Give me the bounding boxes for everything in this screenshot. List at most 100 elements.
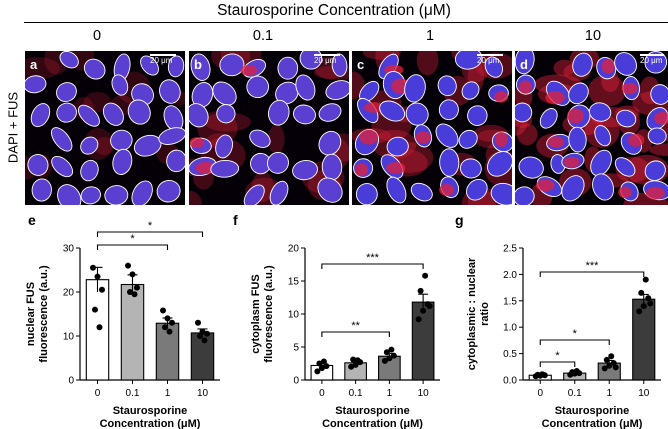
nucleus — [561, 175, 585, 202]
nucleus — [57, 184, 82, 205]
data-point — [125, 262, 131, 269]
nucleus — [594, 125, 612, 147]
panel-letter-b: b — [194, 57, 202, 72]
fus-cytoplasm — [545, 91, 565, 105]
bar — [85, 279, 110, 381]
nucleus — [466, 178, 488, 201]
significance-bracket — [539, 271, 645, 277]
bar — [120, 283, 145, 381]
y-tick-label: 0 — [293, 376, 299, 387]
y-tick-label: 2.0 — [503, 270, 517, 281]
y-tick-label: 0.0 — [503, 376, 517, 387]
data-point — [640, 303, 647, 310]
nucleus — [112, 148, 133, 175]
data-point — [199, 328, 206, 335]
nucleus — [127, 99, 151, 125]
nucleus — [27, 154, 49, 176]
significance-bracket — [321, 263, 424, 269]
nucleus — [166, 149, 185, 173]
data-point — [606, 362, 613, 369]
y-axis-label: nuclear FUSfluorescence (a.u.) — [25, 265, 50, 363]
y-axis-label: cytoplasmic : nuclearratio — [466, 257, 491, 370]
nucleus — [460, 158, 482, 179]
y-axis-label: cytoplasm FUSfluorescence (a.u.) — [250, 265, 275, 363]
data-point — [386, 355, 393, 362]
significance-bracket — [539, 339, 610, 345]
y-tick-label: 0 — [68, 376, 74, 387]
x-tick-label: 0.1 — [568, 388, 582, 399]
nucleus — [386, 136, 409, 157]
chart-nuclear-fus: 0 10 20 30 nuclear FUSfluorescence (a.u.) 0 0.… — [25, 220, 220, 429]
nucleus — [379, 100, 406, 122]
nucleus — [268, 99, 290, 126]
fus-cytoplasm — [601, 58, 615, 74]
scale-label-a: 20 μm — [150, 56, 173, 65]
fus-cytoplasm — [189, 137, 205, 148]
nucleus — [293, 104, 316, 125]
fus-signal — [94, 136, 115, 156]
fus-cytoplasm — [494, 91, 509, 103]
nucleus — [484, 56, 503, 78]
nucleus — [249, 129, 271, 148]
panel-letter-c: c — [357, 57, 365, 72]
data-point — [383, 349, 390, 356]
concentration-label-1: 1 — [425, 28, 435, 44]
nucleus — [437, 75, 457, 97]
nucleus — [454, 51, 483, 70]
chart-letter-g: g — [455, 212, 464, 228]
data-point — [645, 295, 652, 302]
fus-cytoplasm — [645, 186, 665, 200]
micrograph-panel-a — [25, 51, 185, 205]
significance-bracket — [96, 244, 169, 250]
data-point — [534, 371, 541, 378]
nucleus — [269, 180, 289, 205]
data-point — [129, 271, 136, 278]
x-axis-label: Staurosporine Concentration (μM) — [100, 405, 201, 429]
data-point — [314, 368, 321, 375]
nucleus — [590, 149, 612, 177]
nucleus — [386, 176, 407, 204]
x-tick-label: 1 — [606, 388, 612, 399]
bar — [632, 298, 656, 381]
significance-label: *** — [586, 260, 600, 272]
panel-letter-d: d — [520, 57, 528, 72]
y-tick-label: 20 — [63, 288, 75, 299]
data-point — [99, 286, 105, 293]
nucleus — [616, 109, 637, 128]
x-tick-label: 10 — [418, 388, 430, 399]
nucleus — [31, 178, 52, 202]
nucleus — [131, 180, 153, 205]
x-tick-label: 10 — [638, 388, 650, 399]
x-tick-label: 0 — [319, 388, 325, 399]
figure-title: Staurosporine Concentration (μM) — [217, 2, 451, 19]
nucleus — [438, 99, 459, 121]
data-point — [612, 364, 619, 371]
x-axis-label: Staurosporine Concentration (μM) — [322, 405, 423, 429]
row-label: DAPI + FUS — [5, 91, 21, 164]
concentration-label-0: 0 — [92, 28, 102, 44]
fus-signal — [588, 74, 626, 107]
nucleus — [539, 108, 558, 129]
data-point — [352, 361, 359, 368]
fus-cytoplasm — [621, 82, 638, 95]
nucleus — [435, 123, 459, 148]
fus-cytoplasm — [415, 131, 432, 144]
nucleus — [592, 173, 615, 201]
y-tick-label: 20 — [288, 244, 300, 255]
nucleus — [156, 180, 181, 203]
data-point — [318, 365, 325, 372]
data-point — [601, 365, 608, 372]
data-point — [390, 352, 397, 359]
chart-letter-e: e — [28, 212, 36, 228]
y-tick-label: 30 — [63, 244, 75, 255]
fus-signal — [25, 57, 61, 80]
nucleus — [331, 53, 348, 77]
nucleus — [159, 79, 181, 104]
data-point — [420, 307, 427, 314]
data-point — [96, 324, 103, 331]
concentration-label-0.1: 0.1 — [252, 28, 274, 44]
data-point — [316, 360, 323, 367]
fus-cytoplasm — [547, 136, 565, 148]
nucleus — [190, 53, 211, 81]
nucleus — [318, 103, 342, 122]
